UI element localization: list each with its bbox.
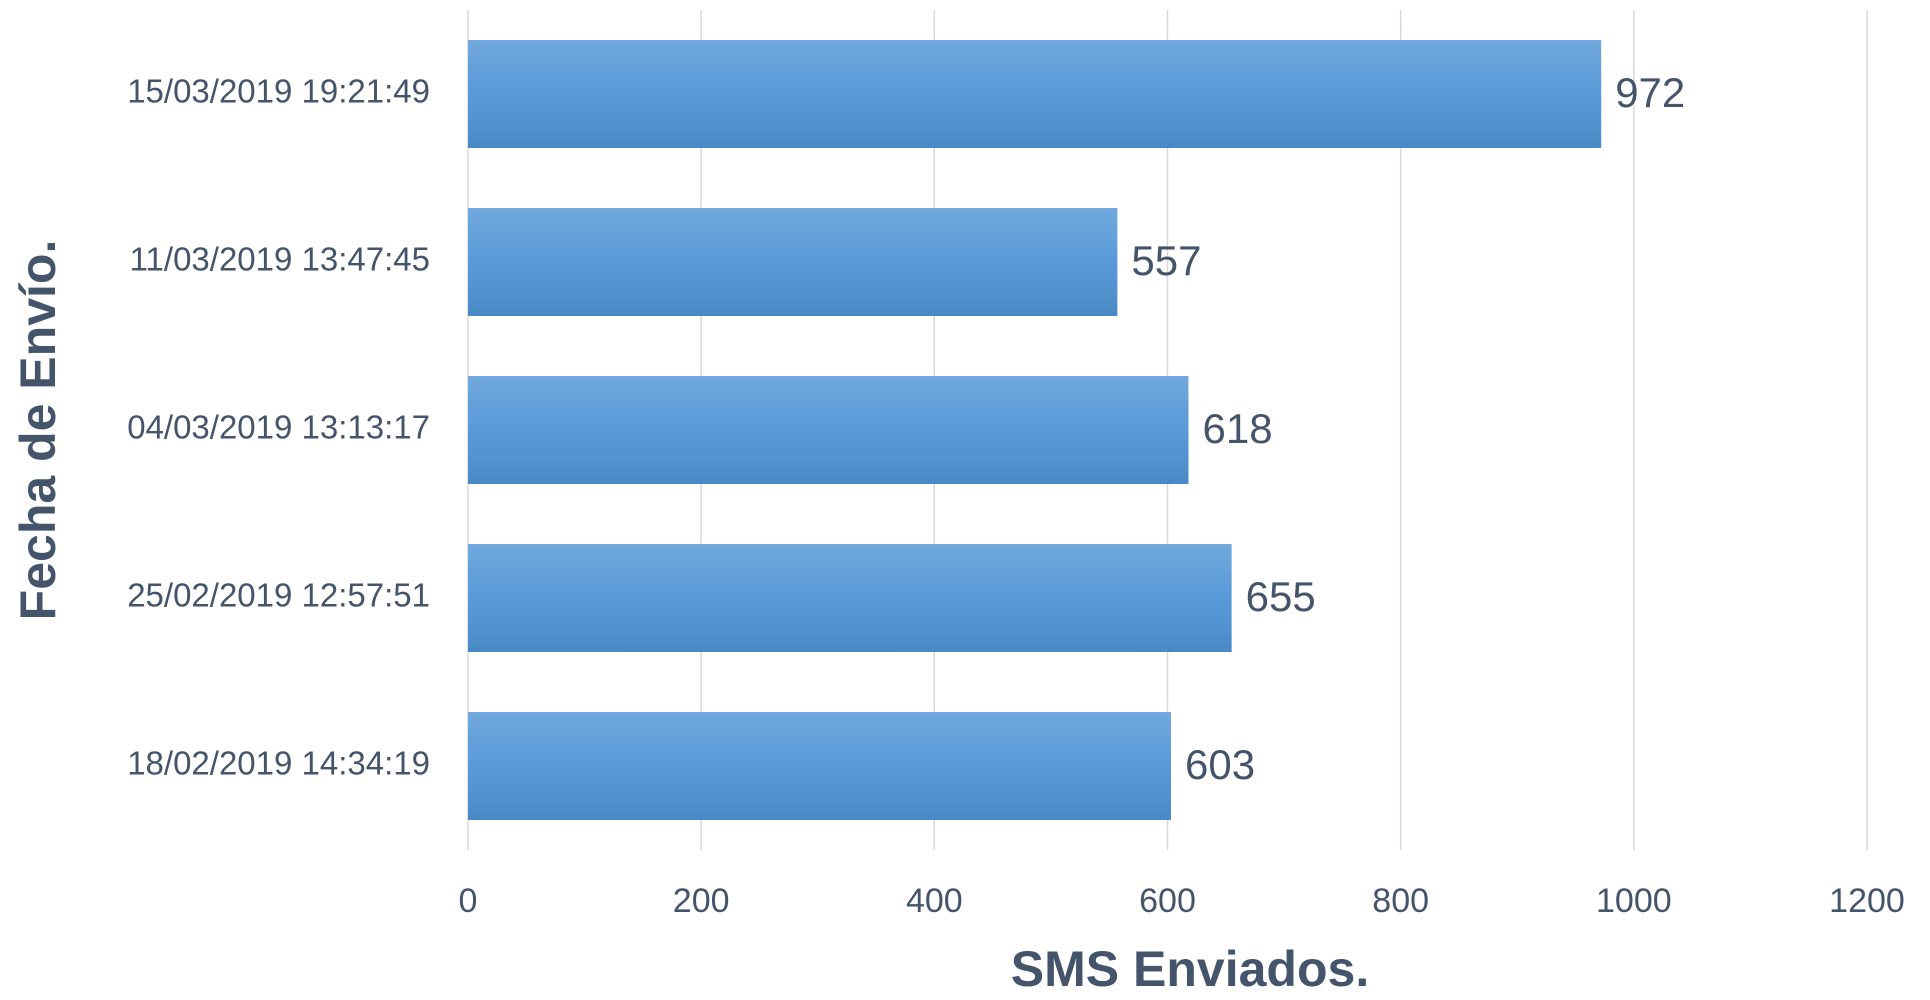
bar-shade	[468, 712, 1171, 820]
value-label: 618	[1202, 405, 1272, 452]
y-tick-label: 04/03/2019 13:13:17	[127, 409, 430, 446]
value-label: 557	[1131, 237, 1201, 284]
x-tick-label: 1000	[1596, 882, 1672, 920]
bar-shade	[468, 208, 1118, 316]
x-tick-label: 800	[1372, 882, 1429, 920]
y-tick-label: 11/03/2019 13:47:45	[130, 241, 430, 278]
x-tick-label: 600	[1139, 882, 1196, 920]
value-label: 972	[1615, 69, 1685, 116]
x-tick-label: 200	[673, 882, 730, 920]
value-label: 603	[1185, 741, 1255, 788]
bar-shade	[468, 376, 1189, 484]
y-tick-label: 15/03/2019 19:21:49	[127, 73, 430, 110]
x-tick-label: 1200	[1829, 882, 1905, 920]
value-label: 655	[1246, 573, 1316, 620]
bar-shade	[468, 544, 1232, 652]
x-tick-label: 0	[459, 882, 478, 920]
y-tick-label: 25/02/2019 12:57:51	[127, 577, 430, 614]
x-tick-label: 400	[906, 882, 963, 920]
y-tick-label: 18/02/2019 14:34:19	[127, 745, 430, 782]
y-axis-title: Fecha de Envío.	[10, 240, 66, 621]
x-axis-title: SMS Enviados.	[1011, 941, 1369, 997]
bar-shade	[468, 40, 1602, 148]
